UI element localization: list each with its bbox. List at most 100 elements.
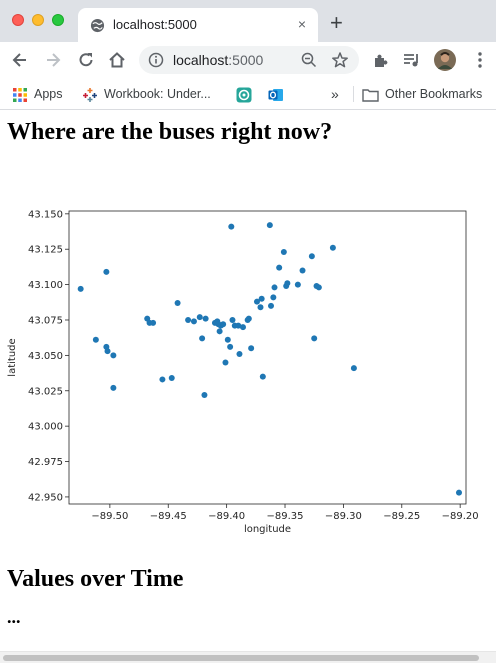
address-bar[interactable]: localhost:5000 bbox=[139, 46, 359, 74]
tab-strip: localhost:5000 × + bbox=[0, 0, 496, 42]
zoom-out-icon[interactable] bbox=[301, 52, 317, 68]
y-tick-label: 43.075 bbox=[28, 315, 63, 326]
x-tick-label: −89.35 bbox=[267, 511, 304, 522]
bus-point bbox=[258, 295, 265, 302]
y-tick-label: 43.025 bbox=[28, 386, 63, 397]
bookmark-workbook[interactable]: Workbook: Under... bbox=[82, 84, 211, 104]
bus-point bbox=[185, 316, 192, 323]
x-tick-label: −89.20 bbox=[442, 511, 479, 522]
bus-point bbox=[280, 249, 287, 256]
bookmark-apps-label: Apps bbox=[34, 87, 63, 101]
reload-icon[interactable] bbox=[76, 50, 96, 70]
y-tick-label: 43.125 bbox=[28, 245, 63, 256]
apps-grid-icon bbox=[13, 87, 27, 102]
tableau-icon bbox=[83, 87, 97, 102]
menu-kebab-icon[interactable] bbox=[470, 50, 490, 70]
bus-point bbox=[77, 285, 84, 292]
bookmarks-overflow-button[interactable]: » bbox=[331, 86, 339, 102]
x-axis-label: longitude bbox=[244, 524, 291, 535]
page-heading: Where are the buses right now? bbox=[7, 119, 333, 145]
bus-point bbox=[268, 302, 275, 309]
x-tick-label: −89.50 bbox=[91, 511, 128, 522]
bus-point bbox=[236, 350, 243, 357]
bus-point bbox=[159, 376, 166, 383]
x-tick-label: −89.30 bbox=[325, 511, 362, 522]
bus-point bbox=[190, 318, 197, 325]
bus-point bbox=[257, 304, 264, 311]
page-content: Where are the buses right now? −89.50 −89… bbox=[0, 111, 496, 651]
bookmarks-bar: Apps Workbook: Under... » Other Bookmark… bbox=[0, 78, 496, 110]
bus-point bbox=[276, 264, 283, 271]
back-arrow-icon[interactable] bbox=[10, 50, 30, 70]
bookmark-app[interactable] bbox=[236, 84, 252, 104]
url-host: localhost bbox=[173, 52, 229, 68]
y-tick-label: 42.975 bbox=[28, 457, 63, 468]
bookmark-workbook-label: Workbook: Under... bbox=[104, 87, 211, 101]
url-text[interactable]: localhost:5000 bbox=[173, 52, 263, 68]
media-queue-icon[interactable] bbox=[402, 50, 422, 70]
y-tick-label: 43.100 bbox=[28, 280, 63, 291]
y-tick-label: 43.000 bbox=[28, 422, 63, 433]
browser-tab[interactable]: localhost:5000 × bbox=[78, 8, 318, 42]
bus-point bbox=[222, 359, 229, 366]
forward-arrow-icon[interactable] bbox=[43, 50, 63, 70]
bus-point bbox=[110, 384, 117, 391]
bus-point bbox=[271, 284, 278, 291]
bus-point bbox=[227, 343, 234, 350]
horizontal-scrollbar[interactable] bbox=[0, 651, 496, 663]
x-tick-label: −89.40 bbox=[208, 511, 245, 522]
bus-point bbox=[329, 244, 336, 251]
bus-point bbox=[239, 324, 246, 331]
bus-point bbox=[259, 373, 266, 380]
bus-point bbox=[311, 335, 318, 342]
bus-point bbox=[253, 298, 260, 305]
bus-location-scatter-plot: −89.50 −89.45 −89.40 −89.35 −89.30 −89.25 −89.… bbox=[7, 209, 479, 535]
bus-point bbox=[150, 319, 157, 326]
bus-point bbox=[220, 321, 227, 328]
bus-point bbox=[229, 316, 236, 323]
bus-point bbox=[245, 315, 252, 322]
other-bookmarks-label: Other Bookmarks bbox=[385, 87, 483, 101]
info-icon[interactable] bbox=[148, 52, 164, 68]
bookmark-other-bookmarks[interactable]: Other Bookmarks bbox=[362, 84, 482, 104]
bus-point bbox=[174, 300, 181, 307]
plot-frame bbox=[68, 210, 467, 505]
scrollbar-thumb[interactable] bbox=[3, 655, 479, 661]
bus-point bbox=[315, 284, 322, 291]
profile-avatar[interactable] bbox=[434, 49, 456, 71]
bus-point bbox=[270, 294, 277, 301]
close-window-button[interactable] bbox=[12, 14, 24, 26]
globe-icon bbox=[90, 18, 105, 33]
x-tick-label: −89.45 bbox=[150, 511, 187, 522]
fullscreen-window-button[interactable] bbox=[52, 14, 64, 26]
bookmark-apps[interactable]: Apps bbox=[12, 84, 63, 104]
y-axis-label: latitude bbox=[7, 338, 18, 376]
bus-point bbox=[455, 489, 462, 496]
bus-point bbox=[308, 253, 315, 260]
minimize-window-button[interactable] bbox=[32, 14, 44, 26]
bus-point bbox=[201, 392, 208, 399]
new-tab-button[interactable]: + bbox=[330, 10, 343, 35]
bus-points bbox=[77, 222, 462, 496]
bus-point bbox=[92, 336, 99, 343]
bus-point bbox=[202, 315, 209, 322]
bus-point bbox=[235, 322, 242, 329]
bus-point bbox=[294, 281, 301, 288]
bus-point bbox=[266, 222, 273, 229]
bus-point bbox=[196, 314, 203, 321]
bus-point bbox=[299, 267, 306, 274]
bookmark-outlook[interactable] bbox=[268, 84, 284, 104]
browser-toolbar: localhost:5000 bbox=[0, 42, 496, 78]
axis-ticks: −89.50 −89.45 −89.40 −89.35 −89.30 −89.25 −89.… bbox=[28, 209, 479, 522]
bus-point bbox=[168, 375, 175, 382]
home-icon[interactable] bbox=[107, 50, 127, 70]
bookmark-star-icon[interactable] bbox=[331, 51, 349, 69]
url-port: :5000 bbox=[228, 52, 264, 68]
bus-point bbox=[199, 335, 206, 342]
y-tick-label: 43.150 bbox=[28, 209, 63, 220]
tab-close-button[interactable]: × bbox=[297, 16, 306, 32]
extensions-puzzle-icon[interactable] bbox=[371, 50, 391, 70]
app-icon bbox=[236, 87, 252, 103]
bus-point bbox=[104, 348, 111, 355]
folder-icon bbox=[362, 89, 379, 102]
